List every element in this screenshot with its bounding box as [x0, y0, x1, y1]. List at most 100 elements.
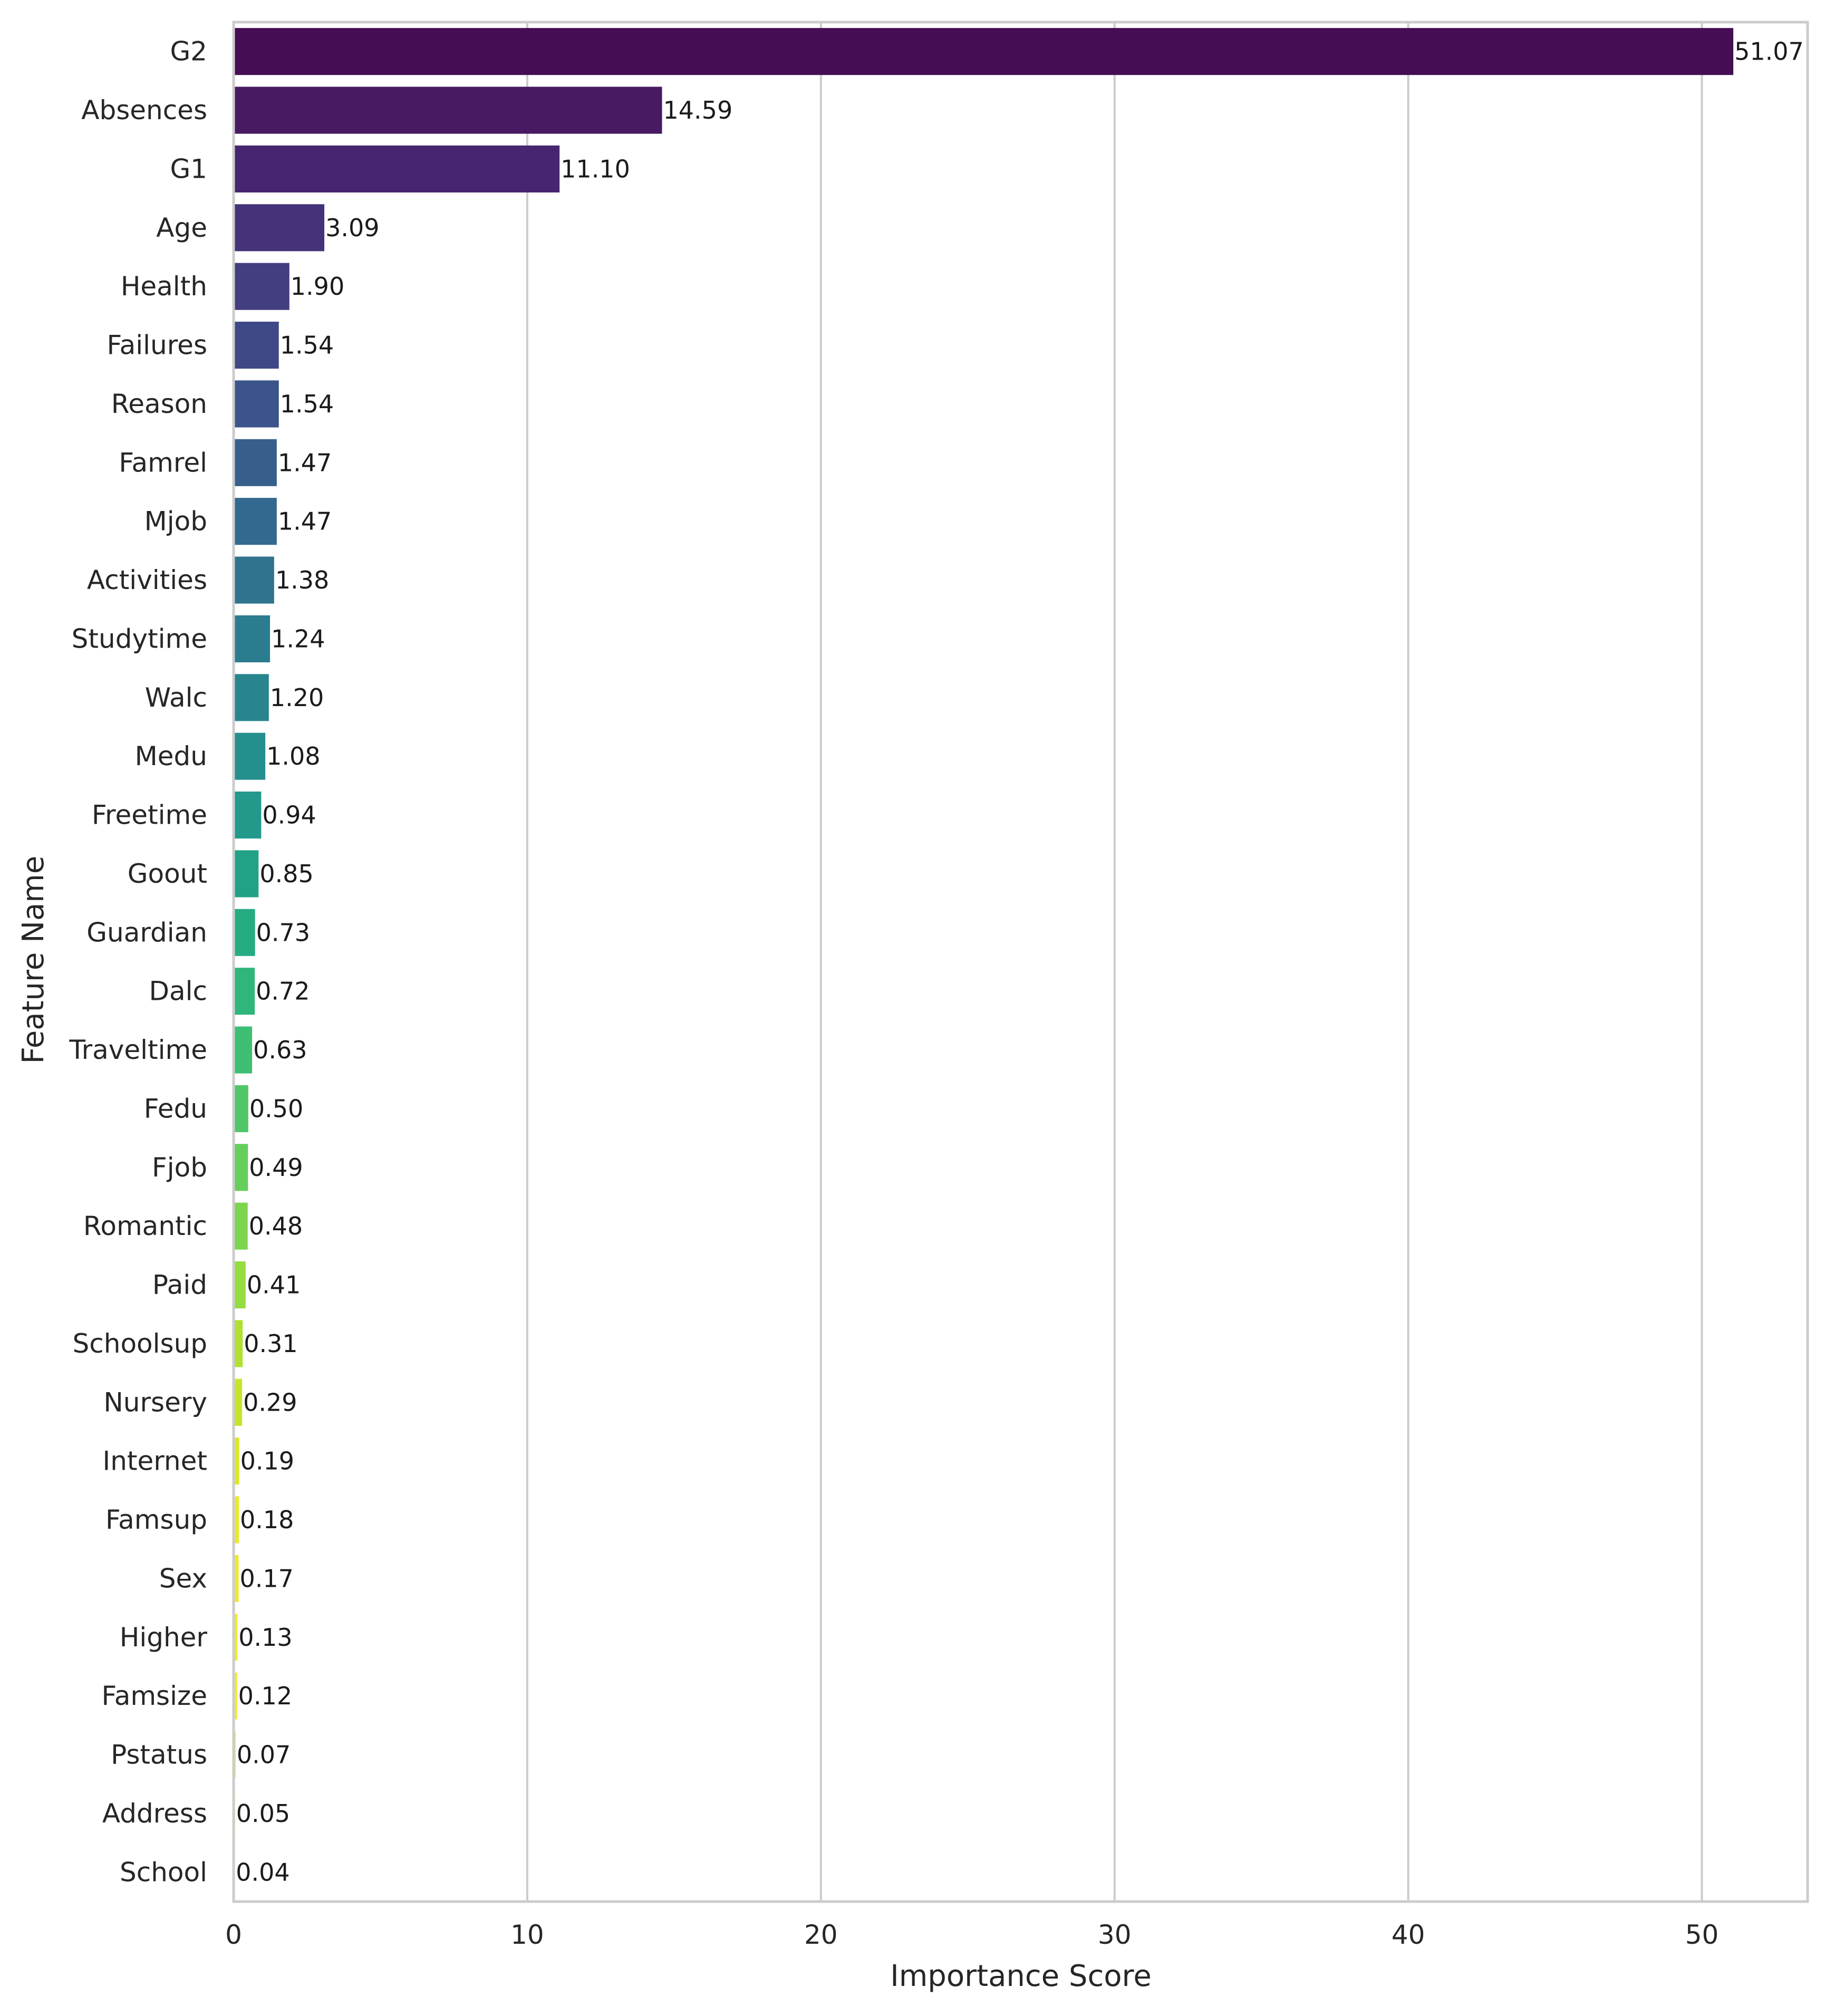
plot-frame — [232, 21, 1809, 1903]
bar-age — [234, 204, 325, 252]
y-tick-label: Famsize — [102, 1681, 207, 1711]
bar-absences — [234, 86, 662, 134]
bar-g2 — [234, 28, 1734, 75]
y-tick-label: Goout — [128, 859, 207, 889]
data-label-reason: 1.54 — [280, 390, 334, 418]
bar-g1 — [234, 145, 560, 192]
bar-romantic — [234, 1202, 248, 1250]
y-tick-label: Traveltime — [69, 1035, 207, 1065]
bar-guardian — [234, 909, 255, 956]
bar-reason — [234, 380, 279, 428]
x-axis-title: Importance Score — [890, 1959, 1152, 1993]
bar-famsup — [234, 1496, 239, 1544]
bar-fjob — [234, 1144, 248, 1191]
bar-famsize — [234, 1672, 237, 1720]
data-label-medu: 1.08 — [266, 742, 320, 770]
data-label-fedu: 0.50 — [249, 1094, 303, 1123]
data-label-schoolsup: 0.31 — [244, 1329, 297, 1358]
bar-freetime — [234, 792, 262, 839]
axes: G2 Absences G1 Age Health Failures Reason Famre… — [69, 21, 1809, 1950]
y-tick-label: Absences — [81, 95, 207, 126]
bar-higher — [234, 1614, 238, 1661]
y-tick-label: Nursery — [103, 1387, 207, 1417]
data-label-failures: 1.54 — [280, 331, 334, 360]
y-axis-title: Feature Name — [16, 856, 51, 1064]
x-tick-label: 0 — [225, 1919, 242, 1950]
data-label-goout: 0.85 — [259, 860, 313, 888]
data-label-health: 1.90 — [291, 272, 344, 301]
x-tick-label: 50 — [1685, 1919, 1719, 1950]
x-tick-label: 30 — [1098, 1919, 1132, 1950]
bar-failures — [234, 322, 279, 369]
data-labels: 51.07 14.59 11.10 3.09 1.90 1.54 1.54 1.47 1.47 1… — [236, 37, 1804, 1887]
bar-walc — [234, 674, 269, 721]
data-label-internet: 0.19 — [240, 1447, 294, 1475]
bar-activities — [234, 556, 274, 604]
data-label-g1: 11.10 — [561, 155, 630, 183]
y-tick-label: Guardian — [86, 917, 207, 948]
y-tick-label: Fedu — [144, 1093, 207, 1124]
bar-famrel — [234, 439, 277, 486]
y-tick-label: Paid — [152, 1270, 207, 1300]
data-label-higher: 0.13 — [238, 1623, 292, 1652]
y-tick-label: Medu — [135, 741, 207, 771]
y-tick-label: Reason — [111, 389, 207, 419]
data-label-g2: 51.07 — [1734, 37, 1804, 66]
y-tick-label: Higher — [120, 1622, 208, 1653]
y-tick-label: Sex — [159, 1563, 207, 1594]
data-label-freetime: 0.94 — [262, 801, 316, 829]
y-tick-label: Dalc — [149, 976, 207, 1007]
bar-schoolsup — [234, 1320, 243, 1367]
data-label-age: 3.09 — [325, 214, 379, 242]
data-label-absences: 14.59 — [663, 96, 733, 124]
y-tick-label: Mjob — [144, 506, 207, 537]
data-label-dalc: 0.72 — [256, 977, 310, 1006]
y-tick-label: Age — [156, 213, 207, 243]
data-label-famsup: 0.18 — [240, 1506, 294, 1534]
data-label-address: 0.05 — [236, 1799, 290, 1828]
data-label-mjob: 1.47 — [278, 507, 332, 536]
bar-dalc — [234, 968, 255, 1015]
bar-health — [234, 263, 289, 310]
y-tick-label: Famsup — [105, 1504, 207, 1535]
data-label-sex: 0.17 — [239, 1564, 293, 1593]
y-tick-label: Schoolsup — [73, 1328, 207, 1359]
bar-paid — [234, 1261, 246, 1309]
bar-traveltime — [234, 1026, 253, 1074]
data-label-nursery: 0.29 — [243, 1388, 297, 1416]
data-label-pstatus: 0.07 — [237, 1741, 291, 1769]
y-tick-label: G2 — [170, 36, 207, 67]
bar-internet — [234, 1438, 239, 1485]
data-label-school: 0.04 — [236, 1858, 289, 1886]
data-label-famsize: 0.12 — [238, 1682, 292, 1710]
bar-nursery — [234, 1378, 243, 1426]
y-tick-label: Address — [102, 1798, 207, 1829]
data-label-traveltime: 0.63 — [253, 1036, 307, 1064]
x-tick-label: 10 — [510, 1919, 544, 1950]
data-label-walc: 1.20 — [270, 683, 324, 712]
data-label-studytime: 1.24 — [271, 624, 325, 653]
y-tick-label: Fjob — [152, 1152, 207, 1183]
y-tick-label: Freetime — [92, 800, 207, 831]
bar-fedu — [234, 1085, 248, 1132]
y-tick-label: Studytime — [72, 623, 207, 654]
y-tick-label: Romantic — [83, 1211, 207, 1241]
data-label-famrel: 1.47 — [278, 448, 332, 477]
data-label-paid: 0.41 — [247, 1271, 301, 1299]
bar-studytime — [234, 615, 271, 662]
y-tick-label: G1 — [170, 153, 207, 184]
y-tick-label: Famrel — [119, 447, 207, 478]
data-label-fjob: 0.49 — [249, 1153, 303, 1182]
data-label-guardian: 0.73 — [256, 918, 310, 947]
y-tick-label: Failures — [107, 330, 207, 361]
bar-goout — [234, 850, 259, 898]
data-label-romantic: 0.48 — [249, 1212, 303, 1240]
y-tick-label: Internet — [102, 1446, 207, 1477]
y-tick-label: Activities — [87, 565, 207, 595]
x-tick-label: 20 — [804, 1919, 838, 1950]
data-label-activities: 1.38 — [275, 566, 329, 594]
y-tick-label: Pstatus — [111, 1740, 207, 1770]
